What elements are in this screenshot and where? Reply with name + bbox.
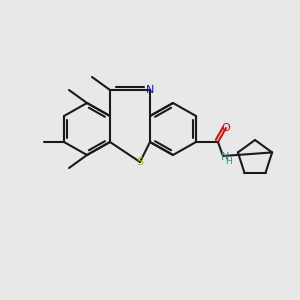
Text: N: N xyxy=(221,152,229,162)
Text: O: O xyxy=(222,123,230,133)
Text: H: H xyxy=(226,157,232,166)
Text: N: N xyxy=(146,85,154,95)
Text: S: S xyxy=(136,157,144,167)
